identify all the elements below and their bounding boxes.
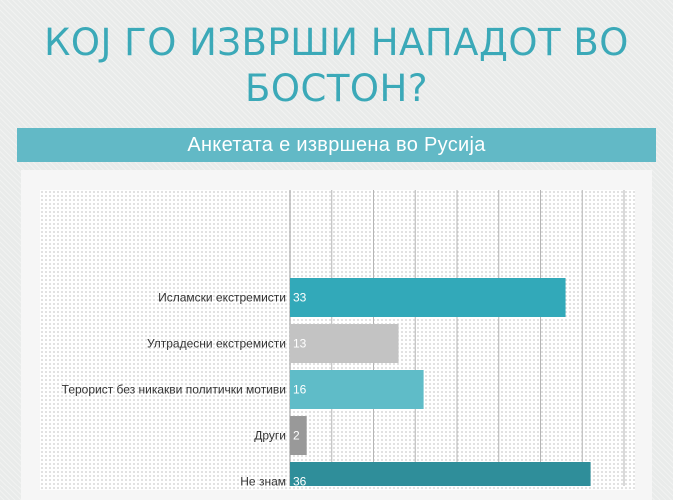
bar [290, 416, 307, 455]
bar [290, 462, 591, 486]
category-label: Исламски екстремисти [158, 291, 286, 305]
subtitle-banner: Анкетата е извршена во Русија [17, 128, 656, 162]
title-line-1: КОЈ ГО ИЗВРШИ НАПАДОТ ВО [44, 21, 629, 64]
category-label: Терорист без никакви политички мотиви [62, 383, 286, 397]
bar [290, 370, 424, 409]
value-label: 33 [293, 291, 307, 305]
bars: Исламски екстремисти 33 Ултрадесни екстрем… [62, 278, 591, 486]
value-label: 16 [293, 383, 307, 397]
bar-chart: Исламски екстремисти 33 Ултрадесни екстрем… [62, 190, 625, 486]
category-label: Не знам [240, 475, 286, 487]
title-line-2: БОСТОН? [244, 67, 429, 110]
value-label: 36 [293, 475, 307, 487]
category-label: Ултрадесни екстремисти [147, 337, 286, 351]
value-label: 13 [293, 337, 307, 351]
bar [290, 324, 399, 363]
value-label: 2 [293, 429, 300, 443]
bar [290, 278, 566, 317]
category-label: Други [254, 429, 286, 443]
page-title: КОЈ ГО ИЗВРШИ НАПАДОТ ВО БОСТОН? [0, 20, 673, 112]
